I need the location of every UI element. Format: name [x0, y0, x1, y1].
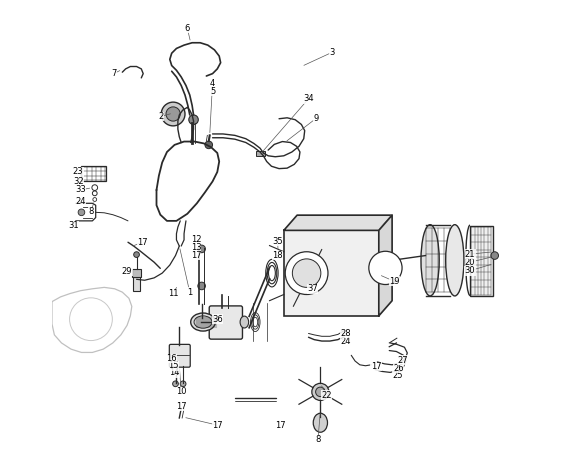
Text: 17: 17: [212, 421, 222, 429]
FancyBboxPatch shape: [284, 230, 379, 316]
Text: 32: 32: [73, 177, 83, 186]
Text: 35: 35: [272, 237, 283, 246]
Text: 7: 7: [111, 69, 116, 78]
Circle shape: [189, 115, 198, 124]
FancyBboxPatch shape: [256, 151, 265, 156]
Text: 34: 34: [303, 95, 314, 103]
Text: 1: 1: [187, 288, 192, 296]
Ellipse shape: [313, 413, 328, 432]
Text: 28: 28: [340, 329, 351, 338]
FancyBboxPatch shape: [169, 344, 190, 367]
Text: 13: 13: [190, 243, 201, 251]
FancyBboxPatch shape: [209, 306, 243, 339]
Text: 10: 10: [176, 388, 186, 396]
Circle shape: [312, 383, 329, 400]
Circle shape: [285, 252, 328, 294]
Text: 20: 20: [465, 258, 475, 266]
Text: 29: 29: [122, 267, 132, 276]
Text: 2: 2: [159, 112, 164, 121]
Text: 3: 3: [329, 48, 335, 57]
Ellipse shape: [203, 316, 211, 328]
FancyBboxPatch shape: [470, 226, 493, 296]
Text: 17: 17: [190, 251, 201, 260]
Text: 37: 37: [307, 285, 318, 293]
Text: 30: 30: [465, 266, 475, 275]
Text: 17: 17: [371, 362, 381, 371]
Text: 25: 25: [393, 371, 403, 380]
Polygon shape: [284, 215, 392, 230]
Text: 19: 19: [389, 277, 400, 285]
Text: 12: 12: [190, 236, 201, 244]
Text: 16: 16: [166, 354, 177, 363]
Ellipse shape: [446, 225, 464, 296]
FancyBboxPatch shape: [133, 277, 140, 291]
Text: 17: 17: [274, 421, 285, 429]
Ellipse shape: [190, 313, 215, 331]
Ellipse shape: [421, 225, 439, 296]
Text: 26: 26: [394, 364, 404, 372]
Text: 33: 33: [75, 186, 86, 194]
Text: 9: 9: [313, 114, 318, 123]
Text: 36: 36: [212, 315, 223, 323]
Text: 24: 24: [340, 337, 351, 345]
Circle shape: [173, 381, 178, 387]
Text: 17: 17: [176, 402, 186, 410]
Text: 17: 17: [137, 238, 148, 247]
Text: 23: 23: [73, 168, 83, 176]
Circle shape: [180, 381, 186, 387]
Ellipse shape: [194, 316, 212, 328]
Text: 8: 8: [316, 435, 321, 444]
Circle shape: [134, 252, 140, 257]
Circle shape: [78, 209, 85, 216]
Circle shape: [491, 252, 499, 259]
Polygon shape: [379, 215, 392, 316]
Circle shape: [161, 102, 185, 126]
Text: 18: 18: [272, 251, 283, 260]
Text: 8: 8: [88, 207, 94, 216]
Text: 11: 11: [168, 289, 178, 298]
Circle shape: [369, 251, 402, 285]
Circle shape: [166, 107, 180, 121]
Text: 5: 5: [210, 87, 215, 95]
Text: 22: 22: [321, 391, 332, 399]
Text: 27: 27: [397, 356, 408, 364]
Text: 14: 14: [169, 369, 180, 377]
Circle shape: [198, 282, 206, 290]
Text: 4: 4: [210, 79, 215, 87]
FancyBboxPatch shape: [132, 269, 141, 277]
Ellipse shape: [240, 316, 248, 328]
Circle shape: [316, 387, 325, 397]
Circle shape: [292, 259, 321, 287]
Text: 31: 31: [68, 221, 79, 230]
Circle shape: [198, 245, 206, 253]
Circle shape: [205, 141, 212, 149]
Text: 15: 15: [168, 361, 178, 370]
Text: 21: 21: [465, 250, 475, 258]
Text: 6: 6: [185, 24, 190, 33]
Text: 24: 24: [75, 198, 86, 206]
